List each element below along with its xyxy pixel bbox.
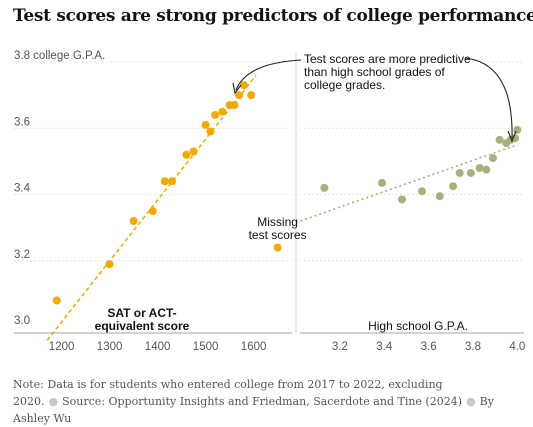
data-point-sat — [235, 91, 244, 100]
data-point-missing — [273, 243, 282, 252]
x-tick-label-right: 4.0 — [509, 341, 525, 353]
data-point-sat — [189, 147, 198, 156]
data-point-hs — [455, 168, 464, 177]
data-point-hs — [488, 154, 497, 163]
x-axis-title-left: SAT or ACT- — [107, 306, 176, 320]
x-tick-label-right: 3.8 — [465, 341, 481, 353]
annotation-text: college grades. — [304, 78, 385, 92]
x-tick-label-left: 1400 — [145, 341, 171, 353]
x-axis-title-left: equivalent score — [95, 319, 190, 333]
data-point-hs — [398, 195, 407, 204]
axes — [14, 52, 524, 334]
separator-dot: ● — [466, 395, 476, 408]
data-point-hs — [435, 192, 444, 201]
data-point-sat — [247, 91, 256, 100]
data-point-sat — [160, 177, 169, 186]
footnote-source: Source: Opportunity Insights and Friedma… — [62, 395, 463, 408]
x-tick-label-right: 3.4 — [376, 341, 393, 353]
data-points — [52, 81, 522, 305]
data-point-sat — [168, 177, 176, 186]
chart-title: Test scores are strong predictors of col… — [13, 6, 533, 26]
x-tick-label-right: 3.6 — [421, 341, 437, 353]
data-point-sat — [240, 81, 248, 90]
labels: 3.0 3.2 3.4 3.6 3.8 college G.P.A. 1200 1300 14… — [14, 50, 525, 353]
data-point-sat — [211, 111, 220, 119]
missing-label: Missing — [257, 215, 298, 229]
data-point-hs — [378, 178, 387, 187]
annotation-text: than high school grades of — [304, 65, 445, 79]
data-point-hs — [466, 168, 475, 177]
trendlines — [46, 74, 518, 341]
data-point-sat — [52, 296, 61, 305]
data-point-sat — [206, 127, 215, 136]
y-tick-label: 3.2 — [14, 249, 30, 261]
data-point-sat — [148, 207, 157, 216]
x-tick-label-left: 1500 — [193, 341, 219, 353]
data-point-sat — [201, 120, 210, 129]
data-point-sat — [129, 217, 138, 225]
separator-dot: ● — [48, 395, 59, 408]
data-point-hs — [449, 182, 458, 191]
x-tick-label-left: 1300 — [97, 341, 123, 353]
y-tick-label: 3.8 college G.P.A. — [14, 50, 105, 62]
arrowhead-right — [507, 130, 517, 143]
y-tick-label: 3.4 — [14, 183, 31, 195]
footnote-note: Note: Data is for students who entered c… — [13, 378, 443, 408]
missing-label: test scores — [249, 228, 307, 242]
data-point-hs — [495, 135, 504, 144]
y-tick-label: 3.6 — [14, 116, 30, 128]
chart-canvas: 3.0 3.2 3.4 3.6 3.8 college G.P.A. 1200 1300 14… — [14, 50, 525, 353]
annotation-text: Test scores are more predictive — [304, 52, 471, 66]
x-tick-label-left: 1200 — [49, 341, 75, 353]
x-tick-label-right: 3.2 — [332, 341, 348, 353]
x-tick-label-left: 1600 — [241, 341, 267, 353]
arrow-left — [235, 59, 302, 91]
trendline-hs — [295, 144, 518, 224]
arrowhead-left — [232, 82, 242, 95]
data-point-hs — [482, 165, 491, 174]
y-tick-label: 3.0 — [14, 315, 30, 327]
data-point-sat — [230, 101, 239, 110]
footnote: Note: Data is for students who entered c… — [13, 376, 523, 427]
data-point-hs — [417, 187, 426, 196]
data-point-sat — [182, 150, 191, 159]
data-point-sat — [105, 260, 114, 269]
x-axis-title-right: High school G.P.A. — [368, 319, 468, 333]
data-point-sat — [218, 107, 227, 116]
data-point-hs — [513, 125, 522, 134]
data-point-hs — [320, 183, 329, 192]
data-point-hs — [475, 164, 484, 172]
arrow-right — [464, 57, 513, 139]
gridlines — [14, 61, 524, 262]
data-point-hs — [511, 134, 520, 143]
